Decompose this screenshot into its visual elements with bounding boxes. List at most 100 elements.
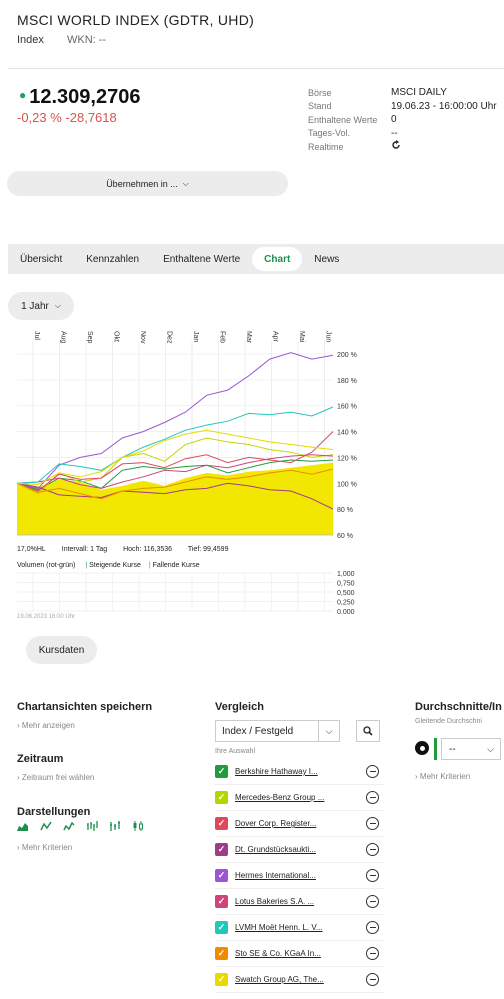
tab-overview[interactable]: Übersicht <box>20 253 63 265</box>
zeitraum-link[interactable]: › Zeitraum frei wählen <box>17 773 95 782</box>
y-tick-label: 160 % <box>337 404 357 411</box>
compare-item-link[interactable]: Sto SE & Co. KGaA In... <box>235 949 321 958</box>
series-line <box>16 429 334 486</box>
compare-item-link[interactable]: Lotus Bakeries S.A. ... <box>235 897 315 906</box>
falling-marker: | <box>148 562 151 569</box>
average-select[interactable]: -- ⌵ <box>441 738 501 760</box>
y-tick-label: 140 % <box>337 430 357 437</box>
volume-legend: Volumen (rot-grün) | Steigende Kurse | F… <box>17 562 200 569</box>
compare-item-link[interactable]: Dover Corp. Register... <box>235 819 317 828</box>
remove-icon[interactable] <box>366 973 379 986</box>
average-toggle[interactable] <box>415 741 429 755</box>
checkbox-checked-icon[interactable]: ✓ <box>215 947 228 960</box>
remove-icon[interactable] <box>366 765 379 778</box>
show-more-link[interactable]: › Mehr anzeigen <box>17 721 75 730</box>
page-title: MSCI WORLD INDEX (GDTR, UHD) <box>17 12 255 28</box>
tab-chart[interactable]: Chart <box>252 247 303 271</box>
x-tick-label: Feb <box>219 331 226 343</box>
period-select[interactable]: 1 Jahr ⌵ <box>8 292 74 320</box>
compare-item: ✓ Dover Corp. Register... <box>215 811 385 837</box>
averages-more-link[interactable]: › Mehr Kriterien <box>415 772 471 781</box>
chevron-down-icon: ⌵ <box>318 721 339 741</box>
tab-news[interactable]: News <box>314 253 340 265</box>
series-line <box>16 431 334 492</box>
mountain-chart-icon[interactable] <box>63 820 75 832</box>
x-tick-label: Apr <box>272 331 279 343</box>
search-icon <box>363 726 373 736</box>
info-row-realtime: Realtime <box>308 140 497 154</box>
compare-item: ✓ Dt. Grundstücksaukti... <box>215 837 385 863</box>
checkbox-checked-icon[interactable]: ✓ <box>215 869 228 882</box>
y-tick-label: 180 % <box>337 378 357 385</box>
compare-item-link[interactable]: Dt. Grundstücksaukti... <box>235 845 316 854</box>
compare-search-button[interactable] <box>356 720 380 742</box>
y-tick-label: 60 % <box>337 533 353 540</box>
chart-hl: 17,0%HL <box>17 546 46 553</box>
compare-item: ✓ Berkshire Hathaway I... <box>215 759 385 785</box>
volume-tick-label: 0,500 <box>337 590 355 597</box>
checkbox-checked-icon[interactable]: ✓ <box>215 921 228 934</box>
x-tick-label: Mar <box>245 331 252 344</box>
chevron-right-icon: › <box>17 843 20 852</box>
info-row-constituents: Enthaltene Werte 0 <box>308 114 397 126</box>
checkbox-checked-icon[interactable]: ✓ <box>215 843 228 856</box>
x-tick-label: Aug <box>60 331 67 344</box>
chart-stats: 17,0%HL Intervall: 1 Tag Hoch: 116,3536 … <box>17 546 242 553</box>
remove-icon[interactable] <box>366 843 379 856</box>
info-row-volume: Tages-Vol. -- <box>308 127 398 139</box>
remove-icon[interactable] <box>366 817 379 830</box>
darstellungen-more-link[interactable]: › Mehr Kriterien <box>17 843 73 852</box>
remove-icon[interactable] <box>366 921 379 934</box>
chevron-right-icon: › <box>17 773 20 782</box>
y-tick-label: 120 % <box>337 455 357 462</box>
remove-icon[interactable] <box>366 869 379 882</box>
price-chart[interactable]: Jul Aug Sep Okt Nov Dez Jan Feb Mar Apr Mai Jun 200 … <box>15 327 365 545</box>
chevron-right-icon: › <box>17 721 20 730</box>
compare-item-link[interactable]: Berkshire Hathaway I... <box>235 767 318 776</box>
averages-title: Durchschnitte/In <box>415 701 502 713</box>
averages-subtitle: Gleitende Durchschni <box>415 718 482 725</box>
compare-select[interactable]: Index / Festgeld ⌵ <box>215 720 340 742</box>
instrument-meta: Index WKN: -- <box>17 34 106 46</box>
compare-list: ✓ Berkshire Hathaway I... ✓ Mercedes-Benz G… <box>215 759 385 993</box>
zeitraum-title: Zeitraum <box>17 753 64 765</box>
volume-tick-label: 0,250 <box>337 600 355 607</box>
bar-chart-icon[interactable] <box>109 820 121 832</box>
x-tick-label: Jun <box>325 331 332 342</box>
checkbox-checked-icon[interactable]: ✓ <box>215 817 228 830</box>
series-line <box>16 454 334 489</box>
checkbox-checked-icon[interactable]: ✓ <box>215 973 228 986</box>
compare-item-link[interactable]: Swatch Group AG, The... <box>235 975 324 984</box>
checkbox-checked-icon[interactable]: ✓ <box>215 791 228 804</box>
darstellungen-title: Darstellungen <box>17 806 91 818</box>
area-chart-icon[interactable] <box>17 820 29 832</box>
compare-item-link[interactable]: LVMH Moët Henn. L. V... <box>235 923 323 932</box>
checkbox-checked-icon[interactable]: ✓ <box>215 765 228 778</box>
compare-item-link[interactable]: Hermes International... <box>235 871 316 880</box>
average-color-marker <box>434 738 437 760</box>
kursdaten-button[interactable]: Kursdaten <box>26 636 97 664</box>
tab-key-figures[interactable]: Kennzahlen <box>86 253 140 265</box>
remove-icon[interactable] <box>366 791 379 804</box>
take-over-button[interactable]: Übernehmen in ... ⌵ <box>7 171 288 196</box>
volume-chart: 1,000 0,750 0,500 0,250 0,000 <box>17 571 355 614</box>
selection-hint: Ihre Auswahl <box>215 748 256 755</box>
remove-icon[interactable] <box>366 895 379 908</box>
refresh-icon[interactable] <box>391 140 401 153</box>
chart-timestamp: 19.06.2023 16:00 Uhr <box>17 614 76 620</box>
compare-item: ✓ Lotus Bakeries S.A. ... <box>215 889 385 915</box>
remove-icon[interactable] <box>366 947 379 960</box>
tab-bar: Übersicht Kennzahlen Enthaltene Werte Ch… <box>8 244 504 274</box>
x-tick-label: Okt <box>113 331 120 342</box>
candlestick-chart-icon[interactable] <box>132 820 144 832</box>
rising-marker: | <box>85 562 88 569</box>
instrument-type: Index <box>17 34 44 46</box>
ohlc-chart-icon[interactable] <box>86 820 98 832</box>
compare-item: ✓ Swatch Group AG, The... <box>215 967 385 993</box>
compare-item-link[interactable]: Mercedes-Benz Group ... <box>235 793 325 802</box>
tab-constituents[interactable]: Enthaltene Werte <box>163 253 241 265</box>
checkbox-checked-icon[interactable]: ✓ <box>215 895 228 908</box>
series-line <box>16 437 334 495</box>
series-line <box>16 406 334 484</box>
line-chart-icon[interactable] <box>40 820 52 832</box>
